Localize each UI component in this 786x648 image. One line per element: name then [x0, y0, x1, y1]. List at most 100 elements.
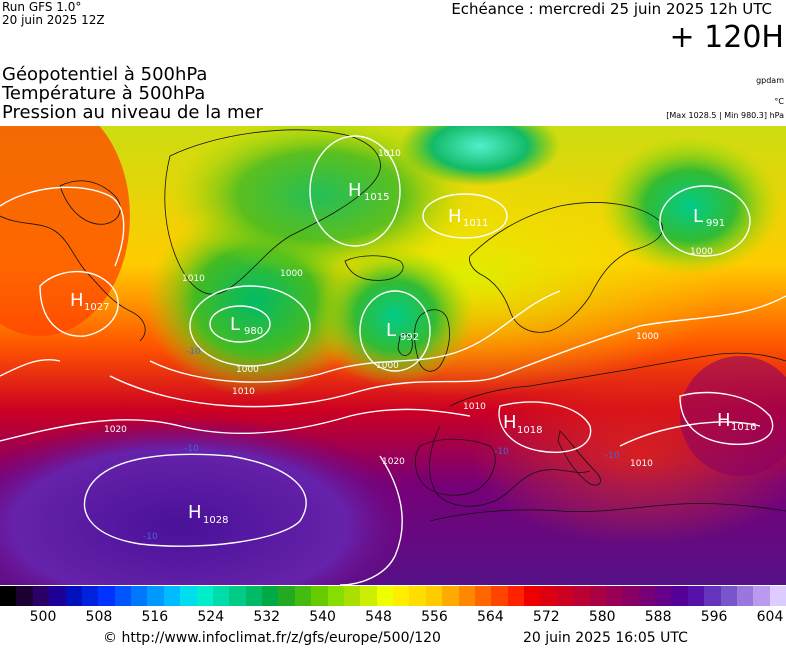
- color-scale-label: 580: [588, 609, 616, 625]
- color-scale-cell: [605, 586, 623, 606]
- weather-map-svg: 1010 1010 1000 1000 1000 1000 1000 1010 …: [0, 126, 786, 585]
- color-scale-cell: [196, 586, 213, 606]
- field-ridge-southwest: [0, 416, 420, 585]
- color-scale-cell: [49, 586, 66, 606]
- temperature-label: -10: [605, 451, 620, 461]
- color-scale-cell: [425, 586, 443, 606]
- isobar-1020-south: [339, 455, 403, 585]
- field-ridge-east: [680, 356, 786, 476]
- pressure-centre: L 991: [693, 206, 725, 229]
- color-scale-cell: [442, 586, 459, 606]
- centre-type: L: [230, 314, 240, 335]
- isobar-label: 1000: [280, 269, 303, 279]
- color-scale-cell: [687, 586, 705, 606]
- color-scale-label: 596: [700, 609, 728, 625]
- color-scale-cell: [573, 586, 590, 606]
- color-scale-cell: [507, 586, 524, 606]
- layer-pressure-title: Pression au niveau de la mer: [2, 102, 263, 123]
- color-scale-label: 604: [756, 609, 784, 625]
- color-scale-cell: [98, 586, 115, 606]
- color-scale-label: 556: [421, 609, 448, 625]
- color-scale-cell: [671, 586, 688, 606]
- color-scale-cell: [540, 586, 557, 606]
- color-scale-label: 516: [141, 609, 169, 625]
- run-model-label: Run GFS 1.0°: [2, 0, 82, 14]
- isobar-1020-north: [0, 408, 471, 442]
- isobar-990-ring: [189, 285, 311, 367]
- pressure-centre: H 1016: [717, 410, 756, 433]
- color-scale-cell: [114, 586, 131, 606]
- color-scale-cell: [212, 586, 230, 606]
- isobar-1020-edge: [0, 359, 61, 377]
- color-scale-cell: [524, 586, 541, 606]
- centre-value: 1011: [463, 218, 488, 229]
- temperature-label: -10: [143, 532, 158, 542]
- color-scale-labels: 500 508 516 524 532 540 548 556 564 572 580 588 596 6…: [0, 609, 786, 627]
- color-scale-cell: [589, 586, 606, 606]
- isobar-1010: [109, 295, 786, 408]
- color-scale-cell: [704, 586, 721, 606]
- isobar-label: 1000: [690, 247, 713, 257]
- isobar-1016-ring: [679, 391, 774, 445]
- color-scale-cell: [638, 586, 655, 606]
- centre-value: 1028: [203, 515, 228, 526]
- color-scale-label: 564: [477, 609, 504, 625]
- isobar-992-ring: [359, 290, 431, 372]
- color-scale-cell: [376, 586, 393, 606]
- color-scale-cell: [180, 586, 197, 606]
- color-scale-cell: [163, 586, 181, 606]
- color-scale-cell: [769, 586, 786, 606]
- layer-geopotential-title: Géopotentiel à 500hPa: [2, 64, 208, 85]
- run-date-label: 20 juin 2025 12Z: [2, 13, 105, 27]
- pressure-range-label: [Max 1028.5 | Min 980.3] hPa: [666, 111, 784, 120]
- isobar-991-ring: [659, 185, 751, 257]
- color-scale-label: 572: [532, 609, 560, 625]
- isobar-1020-west: [0, 186, 125, 267]
- isobar-label: 1020: [382, 457, 405, 467]
- centre-type: L: [693, 206, 703, 227]
- centre-value: 1015: [364, 192, 389, 203]
- layer-temperature-title: Température à 500hPa: [2, 83, 206, 104]
- isobar-label: 1010: [232, 387, 255, 397]
- temperature-label: -10: [494, 447, 509, 457]
- isobar-label: 1010: [182, 274, 205, 284]
- color-scale-cell: [556, 586, 574, 606]
- color-scale-cell: [327, 586, 344, 606]
- isobar-1010-east: [619, 421, 761, 447]
- isobar-1025-west: [39, 270, 119, 337]
- centre-type: H: [70, 290, 84, 311]
- color-scale-cell: [294, 586, 312, 606]
- centre-value: 1027: [84, 302, 109, 313]
- isobar-1015-med: [498, 401, 592, 453]
- pressure-centres: H 1015 H 1011 L 991 H 1027 L 980 L 992: [70, 180, 756, 526]
- pressure-centre: H 1011: [448, 206, 488, 229]
- isobar-label: 1010: [378, 149, 401, 159]
- color-scale-cell: [229, 586, 246, 606]
- field-trough-centre: [315, 246, 475, 386]
- pressure-centre: H 1028: [188, 502, 228, 526]
- centre-type: H: [717, 410, 731, 431]
- color-scale-bar: [0, 586, 786, 606]
- weather-map: 1010 1010 1000 1000 1000 1000 1000 1010 …: [0, 126, 786, 585]
- color-scale-cell: [360, 586, 377, 606]
- centre-type: H: [503, 412, 517, 433]
- centre-value: 980: [244, 326, 263, 337]
- color-scale-cell: [474, 586, 492, 606]
- pressure-centre: L 992: [386, 320, 419, 343]
- forecast-time-label: Echéance : mercredi 25 juin 2025 12h UTC: [451, 0, 772, 18]
- isobar-label: 1020: [104, 425, 127, 435]
- color-scale-cell: [311, 586, 328, 606]
- centre-value: 1018: [517, 425, 542, 436]
- isobar-label: 1000: [376, 361, 399, 371]
- temperature-label: -10: [184, 444, 199, 454]
- color-scale-cell: [245, 586, 262, 606]
- centre-value: 991: [706, 218, 725, 229]
- color-scale-cell: [736, 586, 754, 606]
- isobar-label: 1010: [630, 459, 653, 469]
- field-trough-northeast: [600, 136, 780, 276]
- temperature-labels: -10 -10 -10 -10 -10: [143, 347, 620, 542]
- color-scale-cell: [491, 586, 508, 606]
- isobar-label: 1010: [463, 402, 486, 412]
- isobars: [0, 135, 786, 585]
- temperature-label: -10: [186, 347, 201, 357]
